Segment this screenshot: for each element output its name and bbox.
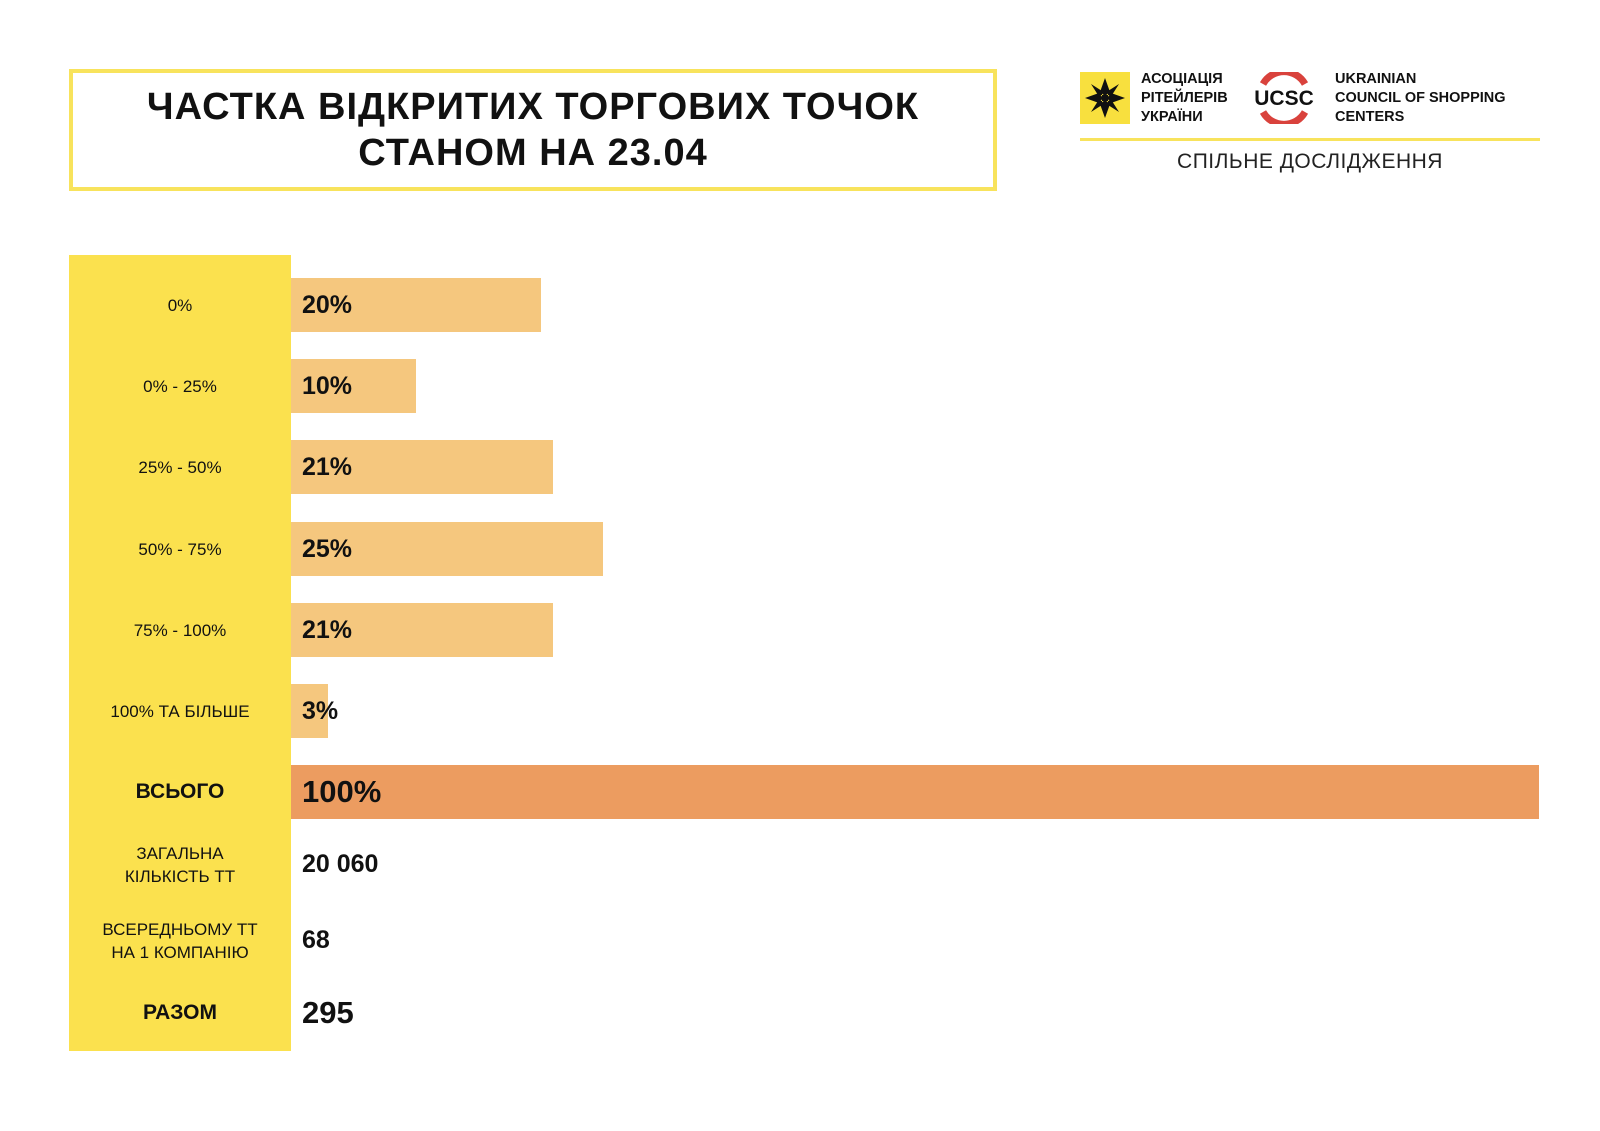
- stat-label-line: ВСЕРЕДНЬОМУ ТТ: [102, 920, 258, 939]
- ucsc-mark-text: UCSC: [1254, 87, 1314, 110]
- bar-value-label: 100%: [302, 774, 382, 809]
- retailers-association-logo-icon: [1080, 72, 1130, 124]
- title-box: ЧАСТКА ВІДКРИТИХ ТОРГОВИХ ТОЧОК СТАНОМ Н…: [69, 69, 997, 191]
- retailers-association-name: АСОЦІАЦІЯ РІТЕЙЛЕРІВ УКРАЇНИ: [1141, 70, 1228, 127]
- category-label: 0%: [167, 296, 193, 315]
- category-label: 50% - 75%: [138, 540, 222, 559]
- category-label-column: 0% 0% - 25% 25% - 50% 50% - 75% 75% - 100% 10…: [69, 255, 291, 1051]
- ucsc-line-1: UKRAINIAN: [1335, 71, 1417, 87]
- bar: [291, 522, 603, 576]
- category-label: ВСЬОГО: [135, 780, 225, 803]
- bar-value-label: 21%: [302, 616, 353, 644]
- bar: [291, 440, 554, 494]
- joint-study-caption: СПІЛЬНЕ ДОСЛІДЖЕННЯ: [1177, 150, 1443, 173]
- stat-value: 295: [302, 995, 354, 1030]
- total-bar: [291, 765, 1539, 819]
- category-label: 25% - 50%: [138, 458, 222, 477]
- logos-block: АСОЦІАЦІЯ РІТЕЙЛЕРІВ УКРАЇНИ UCSC UKRAIN…: [1080, 68, 1540, 180]
- stat-label-line: РАЗОМ: [142, 1001, 218, 1024]
- bar: [291, 684, 329, 738]
- retailers-line-1: АСОЦІАЦІЯ: [1141, 71, 1223, 87]
- retailers-line-3: УКРАЇНИ: [1141, 109, 1203, 125]
- title-line-2: СТАНОМ НА 23.04: [358, 132, 708, 174]
- stat-label: ВСЕРЕДНЬОМУ ТТ НА 1 КОМПАНІЮ: [69, 918, 291, 964]
- ucsc-logo-icon: UCSC: [1249, 68, 1319, 128]
- stat-label-line: ЗАГАЛЬНА: [136, 844, 224, 863]
- stat-label: РАЗОМ: [69, 1001, 291, 1024]
- bar-value-label: 10%: [302, 372, 353, 400]
- bar: [291, 278, 541, 332]
- bar-value-label: 3%: [302, 697, 339, 725]
- stat-label-line: НА 1 КОМПАНІЮ: [111, 943, 249, 962]
- category-label: 0% - 25%: [143, 377, 217, 396]
- logos-divider: [1080, 138, 1540, 141]
- title-line-1: ЧАСТКА ВІДКРИТИХ ТОРГОВИХ ТОЧОК: [146, 86, 920, 128]
- bar-value-label: 25%: [302, 535, 353, 563]
- retailers-line-2: РІТЕЙЛЕРІВ: [1141, 90, 1228, 106]
- stat-label: ЗАГАЛЬНА КІЛЬКІСТЬ ТТ: [69, 842, 291, 888]
- category-label: 100% ТА БІЛЬШЕ: [110, 702, 250, 721]
- stat-label-line: КІЛЬКІСТЬ ТТ: [124, 867, 236, 886]
- stat-value: 20 060: [302, 850, 379, 878]
- bar-value-label: 21%: [302, 453, 353, 481]
- ucsc-line-2: COUNCIL OF SHOPPING: [1335, 90, 1506, 106]
- ucsc-name: UKRAINIAN COUNCIL OF SHOPPING CENTERS: [1335, 70, 1506, 127]
- ucsc-line-3: CENTERS: [1335, 109, 1405, 125]
- bar-value-label: 20%: [302, 291, 353, 319]
- bar: [291, 359, 416, 413]
- stat-value: 68: [302, 926, 330, 954]
- bar: [291, 603, 554, 657]
- category-label: 75% - 100%: [133, 621, 227, 640]
